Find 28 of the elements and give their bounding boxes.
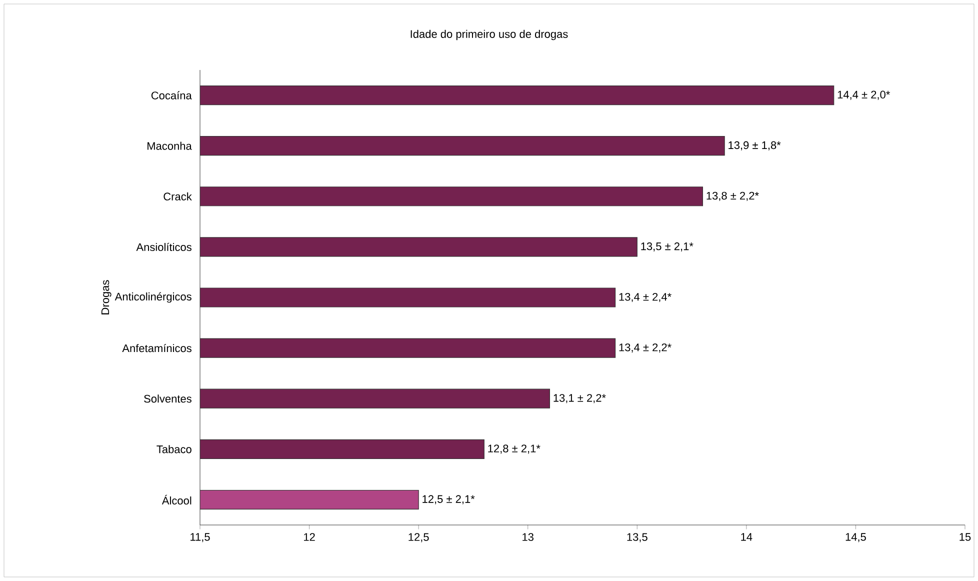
x-tick-label: 12 [304, 533, 315, 541]
x-tick-label: 14,5 [846, 533, 866, 542]
y-tick-label: Anticolinérgicos [114, 292, 192, 303]
y-tick-label: Cocaína [151, 91, 192, 100]
y-tick-label: Tabaco [156, 445, 192, 454]
data-label: 13,4 ± 2,4* [619, 292, 672, 302]
data-label: 12,8 ± 2,1* [488, 444, 540, 454]
chart-title: Idade do primeiro uso de drogas [410, 30, 568, 40]
y-tick-label: Álcool [162, 494, 192, 505]
y-tick-label: Ansiolíticos [136, 242, 192, 252]
y-tick-label: Anfetamínicos [122, 344, 192, 352]
data-label: 13,4 ± 2,2* [619, 344, 672, 353]
data-label: 13,1 ± 2,2* [554, 394, 606, 404]
data-label: 12,5 ± 2,1* [422, 495, 475, 504]
data-label: 13,9 ± 1,8* [728, 141, 781, 150]
x-tick-label: 13 [522, 533, 534, 541]
x-tick-label: 14 [741, 533, 752, 541]
x-tick-label: 15 [960, 533, 971, 541]
y-tick-label: Maconha [148, 142, 192, 150]
data-label: 13,5 ± 2,1* [641, 242, 694, 252]
y-tick-label: Crack [164, 192, 192, 200]
data-label: 14,4 ± 2,0* [838, 90, 890, 100]
x-tick-label: 12,5 [408, 533, 429, 542]
y-axis-title: Drogas [101, 280, 112, 314]
x-tick-label: 11,5 [190, 533, 210, 542]
x-tick-label: 13,5 [627, 533, 648, 542]
data-label: 13,8 ± 2,2* [706, 192, 759, 201]
y-tick-label: Solventes [144, 394, 192, 403]
